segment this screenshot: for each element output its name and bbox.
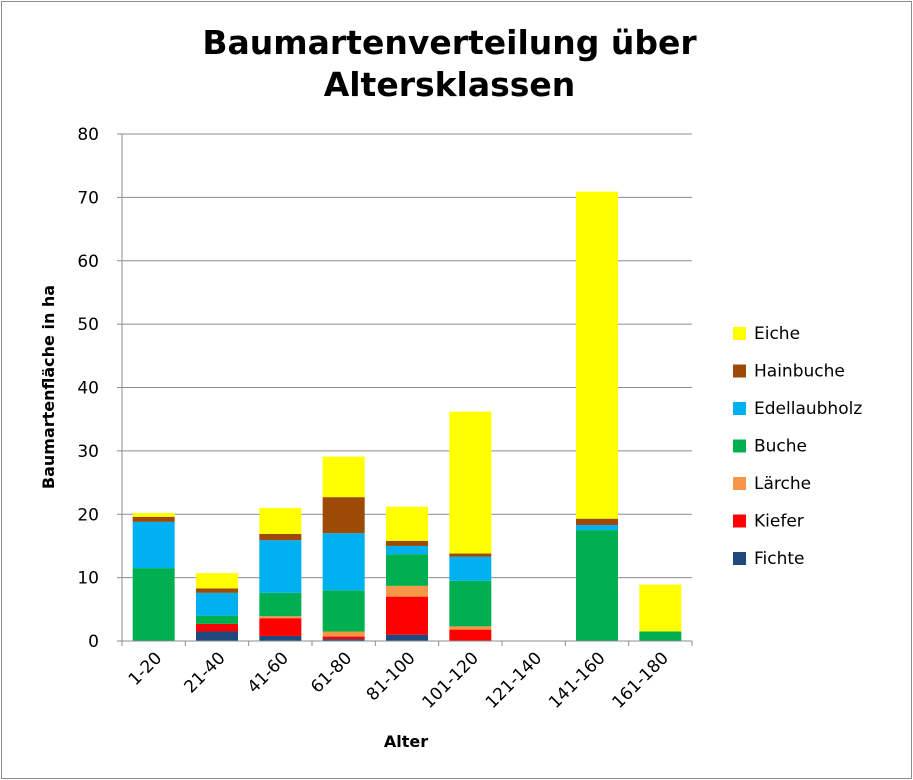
y-tick-label: 40 — [77, 379, 99, 399]
bar-segment-eiche — [196, 573, 238, 589]
x-axis-title: Alter — [384, 732, 428, 751]
bar-segment-fichte — [259, 635, 302, 641]
legend-label: Lärche — [754, 474, 811, 494]
y-tick-label: 20 — [77, 505, 99, 525]
y-tick-label: 60 — [77, 252, 99, 272]
legend-label: Buche — [754, 437, 807, 457]
bar-segment-buche — [576, 530, 618, 641]
bar-segment-hainbuche — [449, 553, 492, 557]
legend-swatch — [733, 514, 746, 528]
bar-segment-edellaubholz — [259, 540, 302, 593]
bar-segment-eiche — [449, 411, 492, 554]
bar-segment-hainbuche — [132, 516, 175, 522]
legend-swatch — [733, 402, 746, 415]
y-tick-label: 80 — [77, 125, 99, 145]
bar-segment-edellaubholz — [576, 525, 618, 531]
bar-segment-kiefer — [449, 629, 492, 641]
legend-item-eiche: Eiche — [733, 324, 800, 344]
x-tick-label: 141-160 — [545, 648, 609, 712]
x-tick-label: 1-20 — [125, 648, 166, 689]
bars — [132, 191, 682, 641]
bar-segment-lärche — [259, 616, 302, 619]
legend-item-buche: Buche — [733, 437, 807, 457]
bar-segment-hainbuche — [576, 518, 618, 526]
x-tick-label: 101-120 — [419, 648, 483, 712]
bar-segment-lärche — [386, 585, 428, 597]
x-tick-label: 21-40 — [180, 648, 229, 697]
legend-item-kiefer: Kiefer — [733, 512, 804, 532]
legend-label: Eiche — [754, 324, 800, 344]
y-tick-label: 10 — [77, 569, 99, 589]
bar-segment-eiche — [639, 584, 682, 632]
bar-segment-eiche — [322, 456, 365, 498]
chart-title-line-2: Altersklassen — [323, 65, 576, 104]
x-tick-label: 121-140 — [482, 648, 546, 712]
legend-swatch — [733, 439, 746, 453]
bar-segment-edellaubholz — [386, 545, 428, 555]
legend-swatch — [733, 327, 746, 340]
bar-segment-eiche — [259, 507, 302, 534]
bar-segment-buche — [132, 568, 175, 641]
legend-swatch — [733, 477, 746, 490]
bar-segment-buche — [449, 580, 492, 627]
bar-segment-eiche — [132, 512, 175, 517]
x-tick-label: 61-80 — [307, 648, 356, 697]
bar-segment-edellaubholz — [449, 556, 492, 581]
bar-segment-hainbuche — [322, 497, 365, 534]
bar-segment-buche — [386, 554, 428, 586]
legend-swatch — [733, 552, 746, 565]
bar-segment-kiefer — [322, 636, 365, 640]
bar-segment-eiche — [386, 506, 428, 541]
legend-label: Hainbuche — [754, 362, 845, 382]
bar-segment-edellaubholz — [196, 592, 238, 616]
x-tick-labels: 1-20 21-40 41-60 61-80 81-100101-120121-1401… — [125, 648, 673, 712]
legend: Eiche Hainbuche Edellaubholz Buche Lärche Kie… — [733, 324, 862, 569]
x-tick-label: 161-180 — [609, 648, 673, 712]
legend-label: Kiefer — [754, 512, 804, 532]
bar-segment-buche — [322, 590, 365, 632]
bar-segment-buche — [639, 631, 682, 641]
bar-segment-hainbuche — [259, 533, 302, 541]
bar-segment-hainbuche — [196, 588, 238, 593]
bar-segment-kiefer — [386, 596, 428, 635]
legend-label: Fichte — [754, 549, 805, 569]
bar-segment-buche — [196, 615, 238, 624]
bar-segment-kiefer — [196, 623, 238, 632]
bar-segment-eiche — [576, 191, 618, 519]
bar-segment-buche — [259, 592, 302, 617]
bar-segment-hainbuche — [386, 540, 428, 546]
bar-segment-edellaubholz — [322, 533, 365, 591]
y-axis-title: Baumartenfläche in ha — [39, 285, 58, 489]
bar-segment-lärche — [322, 631, 365, 637]
chart-title-line-1: Baumartenverteilung über — [202, 23, 697, 62]
x-tick-label: 41-60 — [244, 648, 293, 697]
bar-segment-fichte — [322, 639, 365, 641]
chart-title: Baumartenverteilung über Altersklassen — [0, 22, 899, 106]
bar-segment-edellaubholz — [132, 521, 175, 569]
bar-segment-lärche — [449, 626, 492, 630]
legend-item-edellaubholz: Edellaubholz — [733, 399, 862, 419]
bar-segment-kiefer — [259, 618, 302, 636]
legend-item-fichte: Fichte — [733, 549, 805, 569]
y-tick-label: 50 — [77, 315, 99, 335]
y-tick-labels: 0 10 20 30 40 50 60 70 80 — [77, 125, 122, 652]
legend-item-hainbuche: Hainbuche — [733, 362, 845, 382]
y-tick-label: 0 — [88, 632, 99, 652]
bar-segment-fichte — [386, 634, 428, 641]
legend-label: Edellaubholz — [754, 399, 862, 419]
legend-swatch — [733, 364, 746, 378]
y-tick-label: 70 — [77, 188, 99, 208]
legend-item-lärche: Lärche — [733, 474, 811, 494]
x-tick-label: 81-100 — [363, 648, 420, 705]
bar-segment-fichte — [196, 631, 238, 641]
y-tick-label: 30 — [77, 442, 99, 462]
